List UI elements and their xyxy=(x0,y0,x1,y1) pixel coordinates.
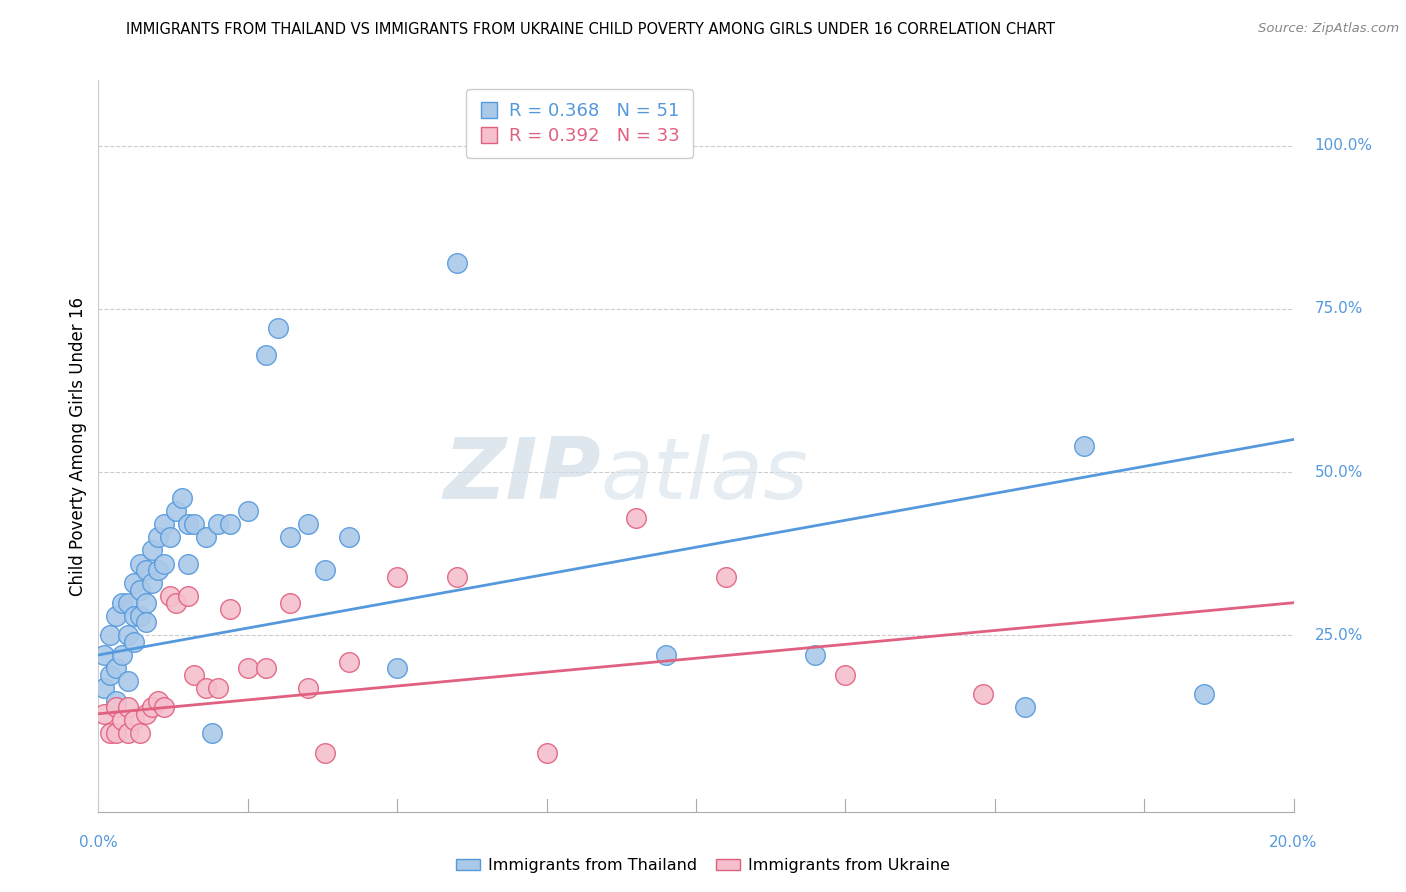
Point xyxy=(385,661,409,675)
Point xyxy=(111,648,134,662)
Point xyxy=(148,563,170,577)
Point xyxy=(254,661,277,675)
Point xyxy=(129,726,152,740)
Point xyxy=(105,700,128,714)
Point xyxy=(972,687,994,701)
Point xyxy=(117,700,139,714)
Point xyxy=(129,608,152,623)
Point xyxy=(201,726,224,740)
Point xyxy=(117,674,139,689)
Point xyxy=(278,596,301,610)
Point xyxy=(124,714,146,728)
Point xyxy=(194,681,218,695)
Point xyxy=(117,628,139,642)
Text: atlas: atlas xyxy=(600,434,808,516)
Point xyxy=(236,504,259,518)
Point xyxy=(714,569,737,583)
Text: ZIP: ZIP xyxy=(443,434,600,516)
Text: 50.0%: 50.0% xyxy=(1315,465,1362,480)
Point xyxy=(804,648,827,662)
Point xyxy=(207,517,229,532)
Point xyxy=(153,700,176,714)
Point xyxy=(1073,439,1095,453)
Point xyxy=(124,635,146,649)
Point xyxy=(254,348,277,362)
Text: 100.0%: 100.0% xyxy=(1315,138,1372,153)
Point xyxy=(278,530,301,544)
Point xyxy=(98,628,122,642)
Y-axis label: Child Poverty Among Girls Under 16: Child Poverty Among Girls Under 16 xyxy=(69,296,87,596)
Point xyxy=(177,517,200,532)
Point xyxy=(111,714,134,728)
Text: 20.0%: 20.0% xyxy=(1270,836,1317,850)
Point xyxy=(135,563,157,577)
Point xyxy=(93,681,115,695)
Point xyxy=(536,746,558,760)
Text: 25.0%: 25.0% xyxy=(1315,628,1362,643)
Point xyxy=(172,491,194,506)
Point xyxy=(446,256,468,270)
Point xyxy=(834,667,856,681)
Point xyxy=(315,563,337,577)
Point xyxy=(165,504,187,518)
Point xyxy=(1014,700,1036,714)
Point xyxy=(93,648,115,662)
Text: Source: ZipAtlas.com: Source: ZipAtlas.com xyxy=(1258,22,1399,36)
Point xyxy=(124,608,146,623)
Point xyxy=(267,321,290,335)
Point xyxy=(339,655,360,669)
Point xyxy=(194,530,218,544)
Point xyxy=(129,582,152,597)
Point xyxy=(135,706,157,721)
Point xyxy=(159,589,181,603)
Point xyxy=(177,589,200,603)
Point xyxy=(93,706,115,721)
Point xyxy=(159,530,181,544)
Legend: R = 0.368   N = 51, R = 0.392   N = 33: R = 0.368 N = 51, R = 0.392 N = 33 xyxy=(465,89,693,158)
Point xyxy=(297,681,319,695)
Point xyxy=(446,569,468,583)
Point xyxy=(105,694,128,708)
Point xyxy=(117,726,139,740)
Point xyxy=(315,746,337,760)
Point xyxy=(124,576,146,591)
Point xyxy=(236,661,259,675)
Point xyxy=(165,596,187,610)
Point xyxy=(105,608,128,623)
Point xyxy=(1192,687,1215,701)
Point xyxy=(135,615,157,630)
Point xyxy=(98,667,122,681)
Point xyxy=(111,596,134,610)
Point xyxy=(98,726,122,740)
Point xyxy=(117,596,139,610)
Point xyxy=(219,517,242,532)
Point xyxy=(207,681,229,695)
Point xyxy=(177,557,200,571)
Legend: Immigrants from Thailand, Immigrants from Ukraine: Immigrants from Thailand, Immigrants fro… xyxy=(450,852,956,880)
Point xyxy=(624,511,647,525)
Point xyxy=(141,700,163,714)
Text: IMMIGRANTS FROM THAILAND VS IMMIGRANTS FROM UKRAINE CHILD POVERTY AMONG GIRLS UN: IMMIGRANTS FROM THAILAND VS IMMIGRANTS F… xyxy=(127,22,1054,37)
Point xyxy=(141,576,163,591)
Point xyxy=(297,517,319,532)
Point xyxy=(183,517,205,532)
Point xyxy=(148,530,170,544)
Point xyxy=(105,726,128,740)
Point xyxy=(219,602,242,616)
Point xyxy=(153,517,176,532)
Point xyxy=(148,694,170,708)
Text: 0.0%: 0.0% xyxy=(79,836,118,850)
Point xyxy=(655,648,678,662)
Point xyxy=(339,530,360,544)
Point xyxy=(141,543,163,558)
Point xyxy=(105,661,128,675)
Point xyxy=(183,667,205,681)
Text: 75.0%: 75.0% xyxy=(1315,301,1362,317)
Point xyxy=(385,569,409,583)
Point xyxy=(129,557,152,571)
Point xyxy=(135,596,157,610)
Point xyxy=(153,557,176,571)
